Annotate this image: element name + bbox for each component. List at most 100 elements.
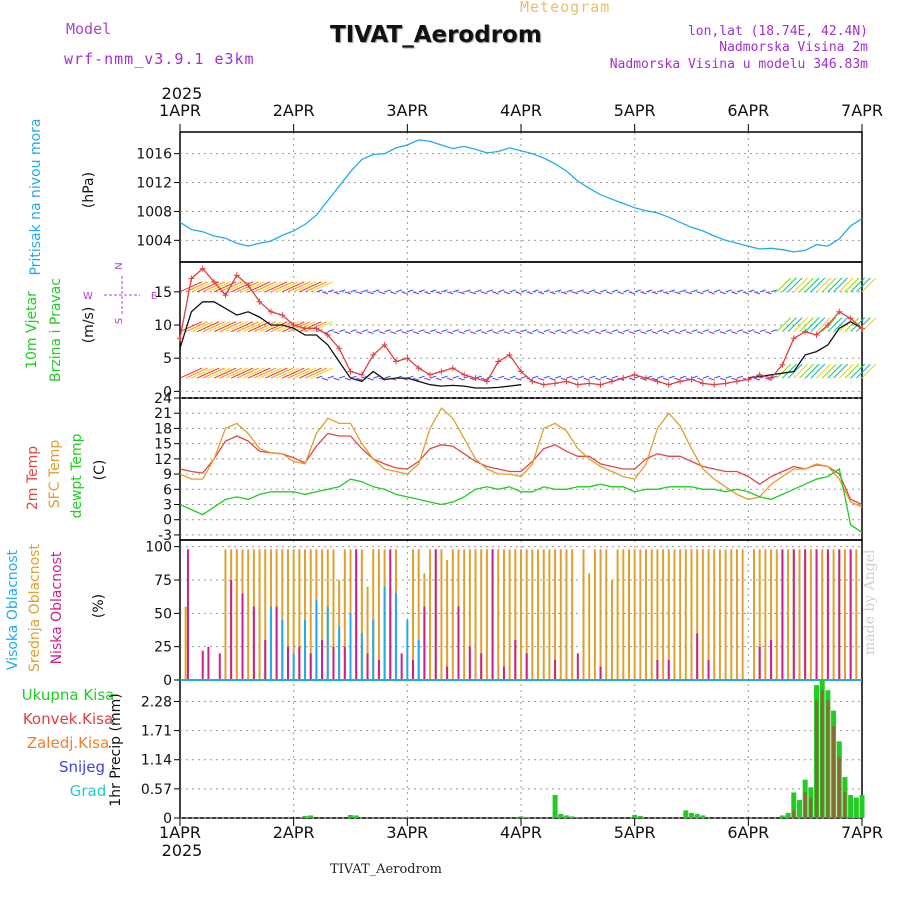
- wind-barb: [617, 331, 624, 335]
- time-tick-label-top: 5APR: [614, 101, 656, 120]
- wind-barb: [787, 277, 803, 293]
- wind-barb: [532, 289, 539, 293]
- year-label-top: 2025: [162, 84, 203, 103]
- wind-barb: [793, 363, 809, 379]
- wind-barb: [810, 317, 826, 333]
- precip-total-bar: [308, 815, 314, 818]
- wind-barb: [600, 289, 607, 293]
- time-tick-label-top: 7APR: [841, 101, 883, 120]
- precip-conv-bar: [792, 810, 796, 818]
- precip-tick-label: 0.57: [141, 782, 172, 798]
- wind-barb: [333, 377, 340, 381]
- wind-barb: [731, 331, 738, 335]
- wind-barb: [276, 367, 299, 379]
- wind-barb: [441, 289, 448, 293]
- precip-total-bar: [700, 815, 706, 818]
- model-name: wrf-nmm_v3.9.1 e3km: [64, 50, 255, 68]
- wind-barb: [259, 321, 282, 333]
- wind-barb: [838, 277, 854, 293]
- wind-barb: [185, 321, 208, 333]
- wind-barb: [691, 289, 698, 293]
- wind-barb: [554, 289, 562, 293]
- wind-barb: [640, 291, 647, 295]
- wind-barb: [287, 367, 311, 379]
- wind-barb: [651, 331, 658, 335]
- wind-barb: [316, 289, 323, 293]
- wind-barb: [657, 375, 664, 379]
- precip-total-bar: [552, 795, 558, 818]
- wind-barb: [793, 317, 809, 333]
- wind-barb: [509, 375, 516, 379]
- temp-ylabel-sfc: SFC Temp: [47, 440, 63, 509]
- wind-barb: [714, 375, 721, 379]
- wind-barb: [344, 331, 351, 335]
- wind-barb: [270, 367, 294, 379]
- precip-total-bar: [404, 816, 410, 818]
- wind-barb: [498, 375, 505, 379]
- wind-barb: [861, 277, 877, 293]
- wind-barb: [816, 363, 831, 379]
- time-tick-label-top: 6APR: [727, 101, 769, 120]
- wind-barb: [753, 331, 761, 335]
- wind-barb: [714, 289, 721, 293]
- wind-barb: [202, 281, 225, 293]
- wind-barb: [225, 367, 248, 379]
- wind-barb: [503, 331, 511, 335]
- model-elevation-label: Nadmorska Visina u modelu 346.83m: [609, 57, 868, 72]
- precip-total-bar: [569, 816, 575, 818]
- wind-barb: [452, 375, 459, 379]
- compass-s: S: [114, 318, 125, 324]
- wind-barb: [327, 329, 334, 333]
- wind-barb: [265, 367, 288, 379]
- wind-barb: [577, 375, 584, 379]
- wind-barb: [452, 289, 459, 293]
- wind-barb: [446, 377, 454, 381]
- wind-barb: [679, 375, 687, 379]
- wind-barb: [208, 367, 231, 379]
- temperature-tick-label: 18: [154, 421, 172, 437]
- wind-barb: [350, 329, 357, 333]
- wind-barb: [356, 331, 363, 335]
- wind-barb: [412, 291, 420, 295]
- wind-barb: [651, 291, 658, 295]
- wind-barb: [469, 377, 477, 381]
- wind-barb: [725, 329, 732, 333]
- wind-barb: [225, 321, 248, 333]
- wind-barb: [350, 289, 357, 293]
- pressure-tick-label: 1004: [136, 233, 172, 249]
- wind-barb: [435, 377, 442, 381]
- wind-barb: [310, 367, 333, 379]
- wind-barb: [424, 377, 431, 381]
- wind-barb: [230, 321, 254, 333]
- wind-barb: [714, 329, 721, 333]
- wind-barb: [418, 329, 425, 333]
- precip-conv-bar: [815, 700, 819, 818]
- wind-barb: [520, 329, 528, 333]
- wind-barb: [270, 281, 294, 293]
- wind-barb: [435, 331, 442, 335]
- wind-barb: [509, 289, 516, 293]
- wind-barb: [799, 317, 814, 333]
- temperature-tick-label: 15: [154, 437, 172, 453]
- wind-barb: [668, 375, 675, 379]
- wind-barb: [486, 329, 494, 333]
- wind-barb: [469, 331, 477, 335]
- wind-barb: [333, 331, 340, 335]
- wind-barb: [441, 375, 448, 379]
- wind-barb: [299, 281, 322, 293]
- wind-units: (m/s): [81, 307, 97, 344]
- wind-barb: [532, 329, 539, 333]
- wind-barb: [753, 291, 761, 295]
- wind-barb: [827, 363, 843, 379]
- wind-barb: [390, 291, 397, 295]
- time-tick-label-bottom: 3APR: [386, 823, 428, 842]
- wind-barb: [719, 377, 727, 381]
- precip-legend-4: Grad: [70, 782, 107, 800]
- wind-barb: [236, 321, 260, 333]
- precip-total-bar: [524, 816, 530, 818]
- wind-barb: [378, 331, 386, 335]
- wind-barb: [645, 289, 653, 293]
- wind-barb: [469, 291, 477, 295]
- temperature-tick-label: 9: [163, 467, 172, 483]
- wind-tick-label: 15: [154, 285, 172, 301]
